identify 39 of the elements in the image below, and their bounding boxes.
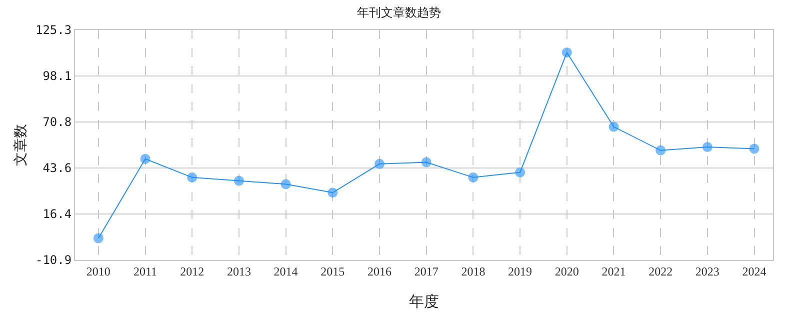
x-tick-label: 2011 [133, 264, 158, 278]
y-tick-label: 70.8 [42, 115, 72, 130]
point [562, 47, 572, 58]
x-tick-label: 2020 [554, 264, 579, 278]
x-tick-label: 2015 [320, 264, 345, 278]
y-tick-label: 16.4 [42, 207, 72, 222]
point [234, 176, 244, 186]
x-tick-label: 2017 [414, 264, 438, 278]
point [749, 144, 760, 154]
y-tick-label: -10.9 [35, 253, 72, 268]
x-tick-label: 2018 [461, 264, 486, 278]
point [374, 158, 384, 169]
point [280, 179, 291, 190]
x-tick-label: 2024 [742, 264, 766, 278]
x-tick-label: 2014 [274, 264, 298, 278]
point [421, 157, 432, 168]
x-axis-title: 年度 [409, 292, 439, 310]
y-axis-title: 文章数 [13, 124, 30, 166]
point [93, 233, 104, 244]
point [608, 122, 619, 132]
x-tick-label: 2022 [648, 264, 673, 278]
y-tick-label: 125.3 [35, 23, 72, 38]
chart-title: 年刊文章数趋势 [357, 6, 441, 20]
y-tick-label: 43.6 [42, 161, 72, 176]
point [328, 188, 338, 198]
x-tick-label: 2012 [180, 264, 204, 278]
point [702, 142, 712, 152]
x-tick-label: 2016 [368, 264, 392, 278]
x-tick-label: 2010 [86, 264, 110, 278]
x-tick-label: 2013 [226, 264, 251, 278]
point [656, 145, 666, 156]
x-tick-label: 2023 [695, 264, 720, 278]
x-tick-label: 2021 [602, 264, 626, 278]
point [515, 167, 526, 178]
point [187, 172, 198, 182]
x-tick-label: 2019 [508, 264, 532, 278]
y-tick-label: 98.1 [42, 69, 72, 84]
point [140, 154, 150, 164]
point [468, 172, 478, 182]
